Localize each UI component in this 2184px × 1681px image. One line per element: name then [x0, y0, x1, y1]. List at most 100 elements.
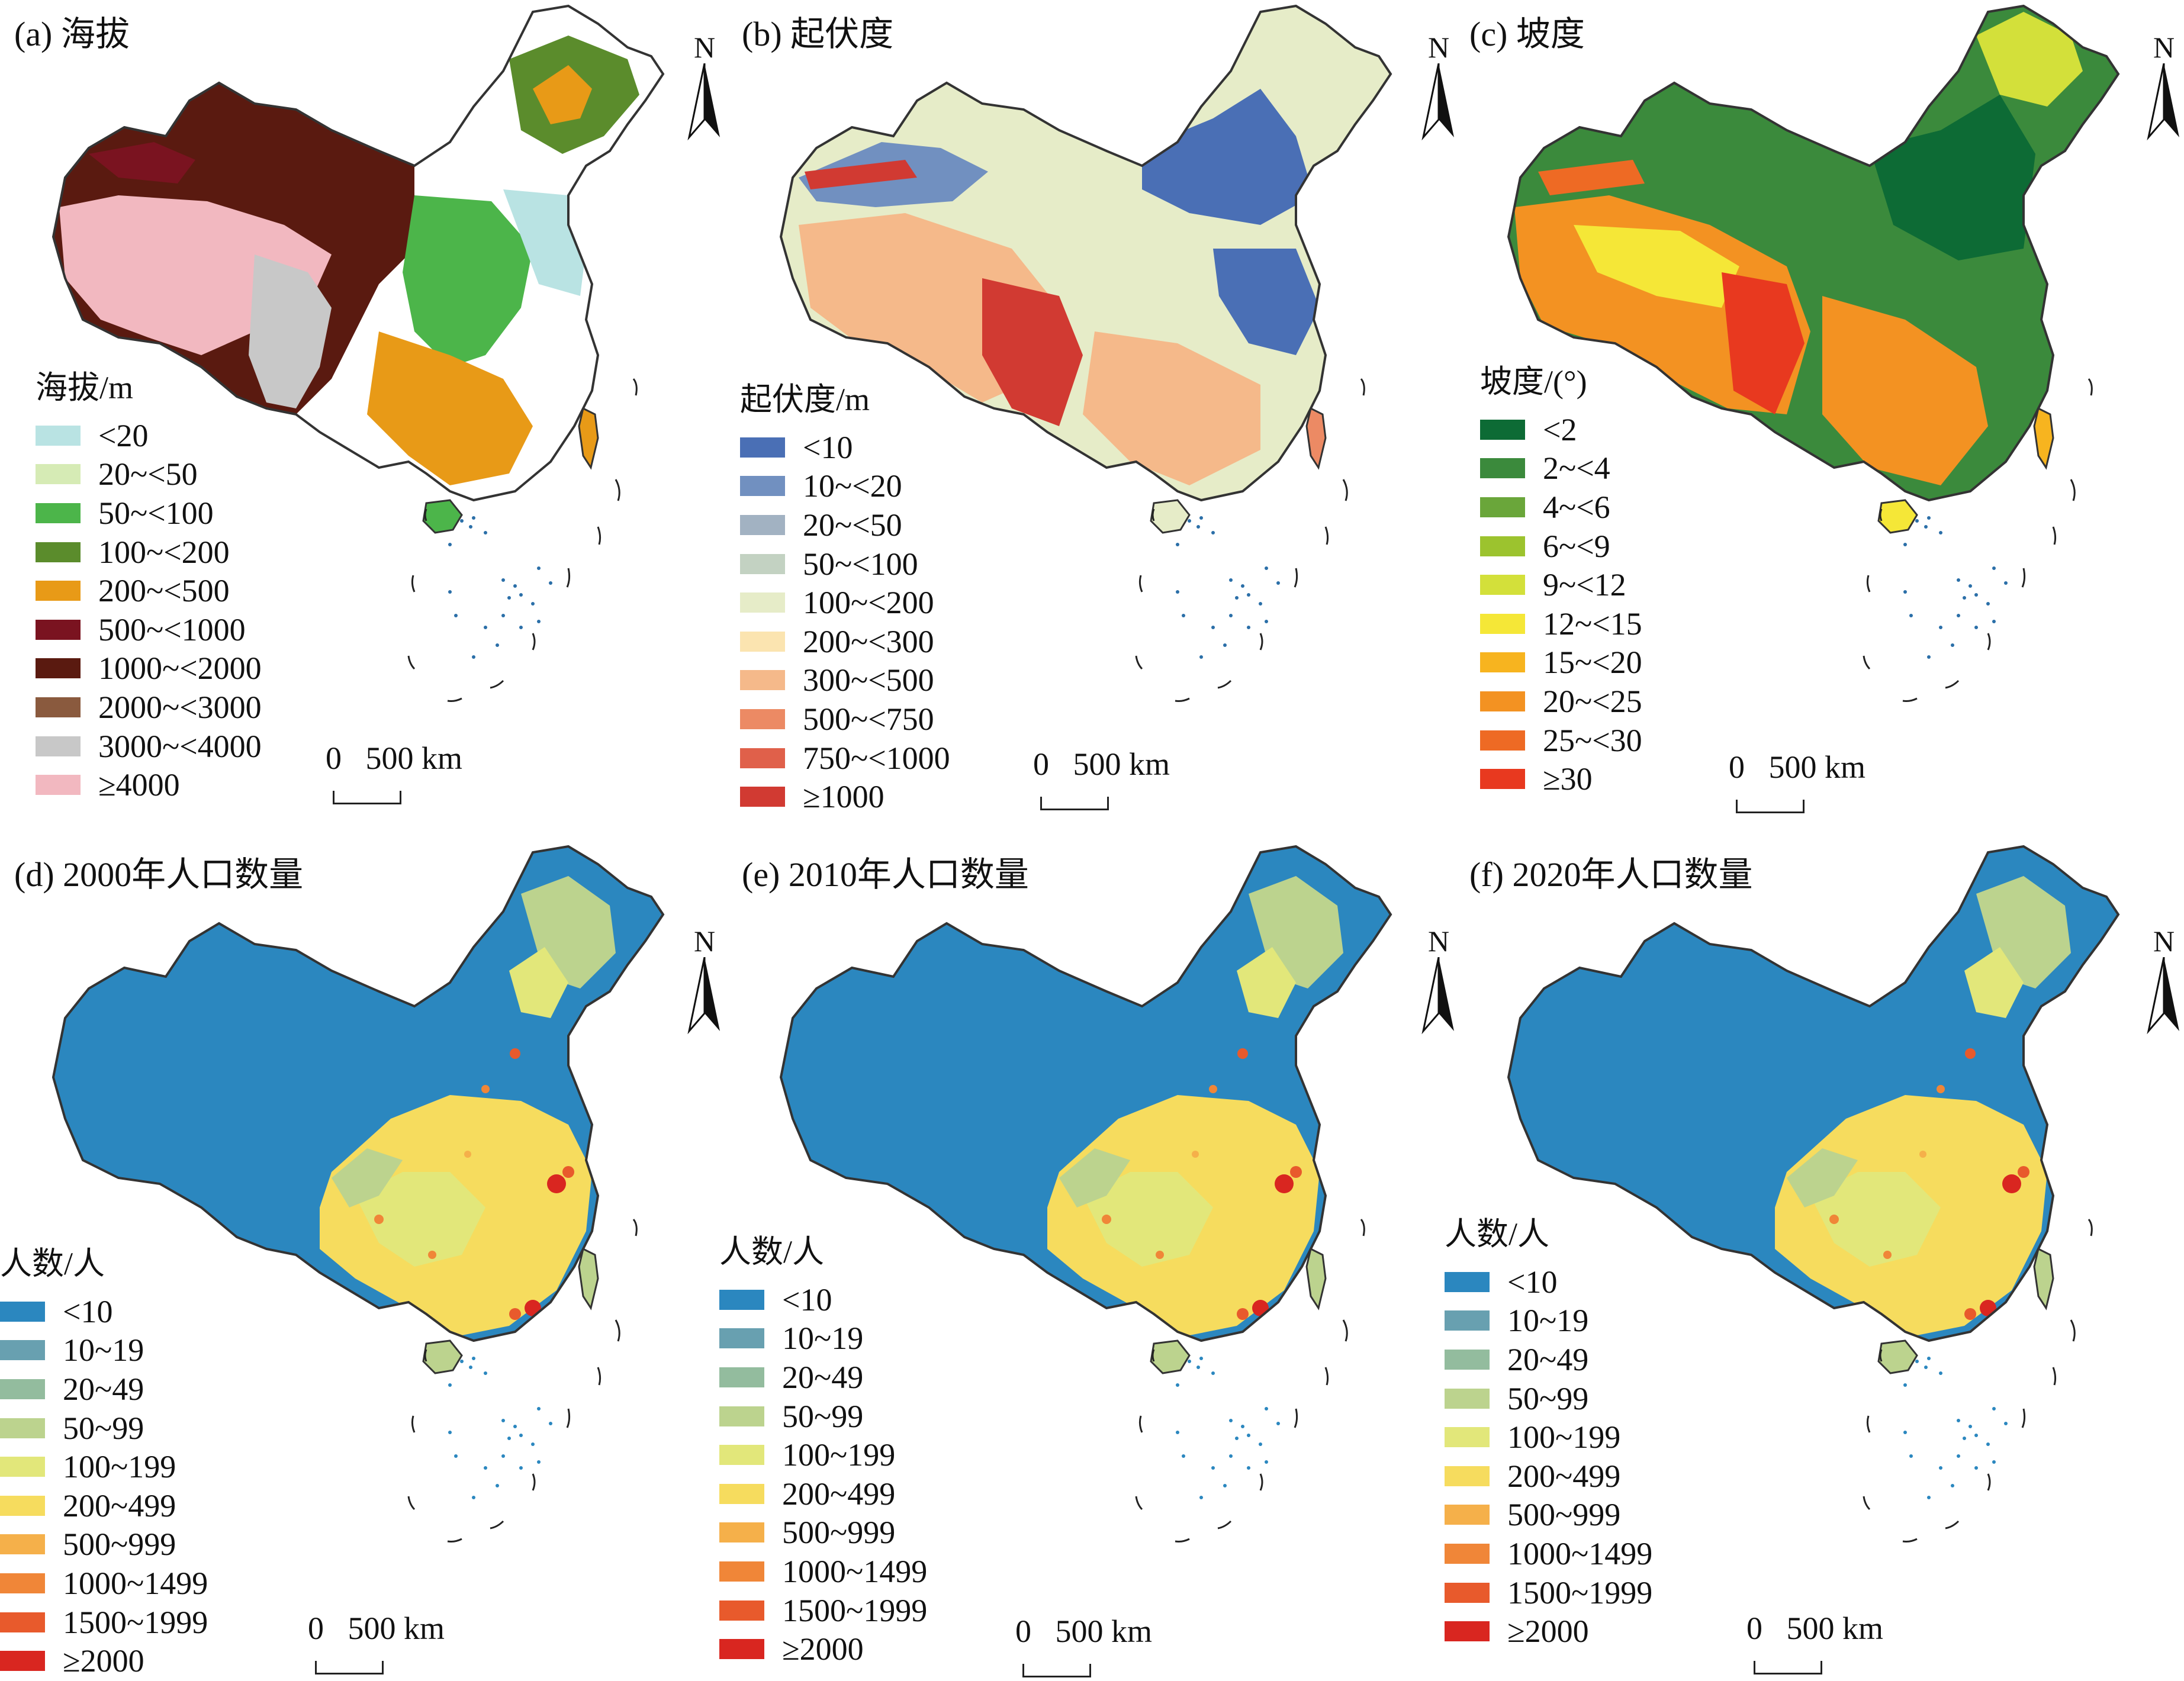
legend-item: <10	[719, 1280, 927, 1319]
north-arrow-icon	[687, 63, 720, 140]
nine-dash-line-segment	[532, 633, 536, 650]
legend-label: <10	[1507, 1264, 1558, 1300]
legend-label: 2000~<3000	[98, 689, 262, 725]
legend-item: 200~<500	[36, 571, 262, 610]
scale-bar-line	[1754, 1661, 1822, 1674]
island-dot	[484, 531, 487, 534]
legend-swatch	[719, 1445, 764, 1466]
nine-dash-line-segment	[615, 479, 620, 501]
north-arrow-icon	[2147, 957, 2179, 1034]
island-dot	[1939, 531, 1942, 534]
island-dot	[1957, 614, 1960, 617]
nine-dash-line-segment	[532, 1473, 536, 1491]
legend-item: ≥2000	[719, 1630, 927, 1669]
hainan-island	[1877, 499, 1918, 534]
legend-swatch	[740, 476, 785, 497]
legend-swatch	[740, 709, 785, 729]
legend-swatch	[740, 514, 785, 535]
legend-label: 1000~<2000	[98, 650, 262, 687]
population-hotspot	[1275, 1174, 1294, 1193]
legend-label: 1500~1999	[1507, 1574, 1653, 1611]
legend-label: 3000~<4000	[98, 728, 262, 764]
legend-item: 20~49	[1445, 1340, 1652, 1379]
island-dot	[1927, 1357, 1931, 1360]
island-dot	[1229, 614, 1233, 617]
legend-item: 10~19	[1445, 1302, 1652, 1341]
legend-item: 3000~<4000	[36, 727, 262, 766]
legend-item: ≥2000	[1445, 1612, 1652, 1651]
legend-label: 200~499	[1507, 1458, 1621, 1494]
nine-dash-line-segment	[1294, 1408, 1298, 1428]
island-dot	[537, 566, 541, 570]
legend-item: 200~499	[0, 1486, 208, 1525]
north-arrow: N	[2140, 926, 2184, 1034]
population-hotspot	[1237, 1308, 1249, 1320]
nine-dash-line-segment	[1866, 1415, 1871, 1433]
legend-swatch	[1445, 1505, 1490, 1525]
map-value-region	[1538, 160, 1645, 195]
north-label: N	[693, 925, 716, 958]
legend-swatch	[36, 503, 81, 523]
legend-swatch	[0, 1340, 45, 1361]
island-dot	[1939, 626, 1942, 629]
legend-label: 1000~1499	[782, 1553, 928, 1589]
legend-label: 750~<1000	[803, 740, 950, 776]
legend-item: <10	[1445, 1263, 1652, 1302]
south-china-sea-inset	[1863, 378, 2093, 702]
legend-swatch	[1480, 458, 1525, 479]
north-label: N	[693, 31, 716, 64]
map-value-region	[450, 1113, 568, 1219]
legend-item: 500~<750	[740, 700, 950, 739]
island-dot	[1974, 593, 1978, 597]
legend-item: ≥1000	[740, 777, 950, 816]
legend-item: ≥4000	[36, 765, 262, 804]
legend-label: <20	[98, 417, 149, 453]
scale-label: 0 500 km	[1015, 1614, 1153, 1649]
legend-item: <20	[36, 416, 262, 455]
north-arrow-icon	[1421, 957, 1454, 1034]
map-value-region	[1083, 331, 1260, 485]
legend-swatch	[719, 1561, 764, 1582]
map-value-region	[1142, 89, 1314, 225]
nine-dash-line-segment	[1151, 508, 1155, 521]
legend-swatch	[36, 542, 81, 562]
island-dot	[448, 590, 452, 594]
legend-label: 200~499	[63, 1487, 176, 1524]
legend-title: 坡度/(°)	[1480, 364, 1587, 400]
taiwan-island	[2033, 407, 2054, 470]
legend-label: 9~<12	[1543, 567, 1626, 603]
legend-swatch	[740, 748, 785, 768]
population-hotspot	[464, 1151, 471, 1158]
population-hotspot	[562, 1166, 574, 1178]
nine-dash-line-segment	[1175, 1538, 1190, 1542]
island-dot	[472, 1357, 475, 1360]
island-dot	[1211, 1466, 1215, 1470]
island-dot	[1992, 1460, 1996, 1464]
nine-dash-line-segment	[2052, 1367, 2057, 1386]
population-hotspot	[1156, 1251, 1164, 1259]
legend-label: ≥2000	[63, 1643, 144, 1679]
map-legend: 坡度/(°) <2 2~<4 4~<6 6~<9 9~<12 12~<15 15~<20 20~…	[1480, 355, 1642, 798]
scale-bar: 0 500 km	[326, 740, 462, 804]
legend-item: 10~<20	[740, 467, 950, 506]
island-dot	[448, 1383, 452, 1387]
population-hotspot	[1102, 1215, 1111, 1224]
map-value-region	[1574, 225, 1739, 308]
legend-label: 20~<25	[1543, 683, 1642, 719]
legend-label: 20~49	[782, 1359, 864, 1395]
map-value-region	[982, 278, 1083, 426]
legend-label: 10~19	[63, 1332, 144, 1368]
island-dot	[1229, 578, 1233, 582]
island-dot	[1196, 1366, 1200, 1369]
nine-dash-line-segment	[447, 1538, 462, 1542]
nine-dash-line-segment	[407, 655, 416, 670]
legend-label: ≥30	[1543, 761, 1593, 797]
legend-swatch	[719, 1522, 764, 1543]
legend-item: 1500~1999	[0, 1603, 208, 1642]
south-china-sea-inset	[407, 1219, 638, 1542]
legend-item: 1500~1999	[1445, 1573, 1652, 1612]
legend-label: 100~199	[63, 1449, 176, 1485]
legend-swatch	[1480, 691, 1525, 711]
map-value-region	[1213, 249, 1320, 355]
north-arrow-icon	[1421, 63, 1454, 140]
